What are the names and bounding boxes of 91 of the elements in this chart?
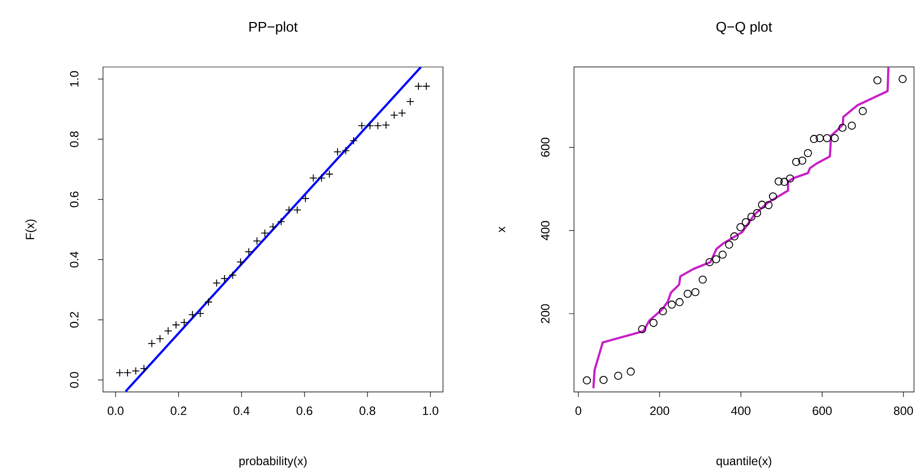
x-tick-label: 800 bbox=[894, 406, 913, 416]
point bbox=[614, 372, 622, 380]
point bbox=[626, 368, 635, 376]
y-tick-label: 200 bbox=[540, 304, 550, 324]
point bbox=[390, 111, 398, 120]
y-tick-label: 0.4 bbox=[70, 252, 78, 268]
x-tick-label: 400 bbox=[731, 406, 750, 416]
x-tick-label: 0.0 bbox=[108, 406, 124, 416]
point bbox=[898, 75, 907, 84]
point bbox=[156, 334, 164, 343]
point bbox=[148, 339, 156, 348]
point bbox=[301, 194, 310, 203]
x-tick-label: 0 bbox=[575, 406, 582, 416]
point bbox=[804, 149, 812, 158]
point bbox=[742, 218, 750, 226]
point bbox=[188, 310, 196, 319]
point bbox=[753, 209, 762, 218]
point bbox=[277, 218, 286, 226]
point bbox=[822, 134, 832, 142]
x-tick-label: 0.2 bbox=[170, 406, 186, 416]
point bbox=[268, 222, 278, 231]
point bbox=[325, 170, 334, 178]
x-tick-label: 0.6 bbox=[296, 406, 312, 416]
point bbox=[764, 201, 773, 210]
point bbox=[309, 174, 318, 182]
point bbox=[236, 258, 245, 266]
point bbox=[712, 255, 720, 264]
point bbox=[422, 82, 430, 90]
y-tick-label: 0.8 bbox=[70, 131, 78, 148]
point bbox=[228, 271, 237, 280]
y-tick-label: 1.0 bbox=[70, 71, 78, 86]
point bbox=[780, 178, 788, 186]
point bbox=[658, 307, 667, 316]
point bbox=[747, 212, 756, 221]
point bbox=[116, 368, 124, 377]
point bbox=[774, 177, 783, 186]
point bbox=[140, 364, 148, 373]
point bbox=[414, 82, 422, 90]
point bbox=[649, 318, 658, 327]
y-tick-label: 600 bbox=[540, 138, 550, 157]
point bbox=[768, 192, 778, 200]
point bbox=[638, 325, 646, 334]
point bbox=[798, 156, 806, 165]
y-tick-label: 400 bbox=[540, 220, 550, 240]
point bbox=[758, 200, 766, 209]
point bbox=[244, 248, 253, 256]
point bbox=[786, 174, 794, 183]
chart-title: PP−plot bbox=[249, 21, 298, 35]
y-tick-label: 0.0 bbox=[70, 372, 78, 388]
line-series bbox=[592, 66, 890, 390]
point bbox=[706, 258, 714, 266]
x-tick-label: 0.8 bbox=[360, 406, 376, 416]
y-tick-label: 0.6 bbox=[70, 192, 78, 208]
point bbox=[718, 250, 727, 259]
point bbox=[858, 107, 867, 116]
chart-title: Q−Q plot bbox=[716, 21, 772, 35]
point bbox=[792, 158, 800, 166]
point bbox=[675, 298, 684, 306]
point bbox=[816, 134, 824, 142]
point bbox=[398, 108, 406, 118]
x-tick-label: 600 bbox=[812, 406, 832, 416]
point bbox=[366, 122, 374, 130]
point bbox=[698, 276, 707, 284]
x-axis-title: probability(x) bbox=[239, 456, 307, 468]
point bbox=[691, 288, 700, 296]
y-axis-title: F(x) bbox=[25, 220, 37, 240]
x-axis-title: quantile(x) bbox=[716, 456, 772, 468]
point bbox=[848, 122, 856, 130]
x-tick-label: 1.0 bbox=[422, 406, 438, 416]
y-axis-title: x bbox=[498, 226, 506, 232]
y-tick-label: 0.2 bbox=[70, 312, 78, 328]
point bbox=[838, 124, 847, 132]
point bbox=[599, 376, 608, 384]
x-tick-label: 200 bbox=[650, 406, 670, 416]
point bbox=[333, 148, 342, 156]
point bbox=[684, 290, 692, 298]
point bbox=[730, 232, 738, 240]
point bbox=[342, 146, 350, 155]
point bbox=[810, 134, 818, 144]
point bbox=[830, 134, 839, 142]
point bbox=[725, 240, 734, 249]
point bbox=[172, 320, 180, 329]
point bbox=[358, 122, 366, 130]
point bbox=[350, 136, 358, 145]
point bbox=[736, 223, 745, 232]
point bbox=[873, 76, 882, 84]
point bbox=[180, 318, 188, 327]
point bbox=[374, 122, 382, 130]
point bbox=[668, 300, 676, 309]
x-tick-label: 0.4 bbox=[234, 406, 250, 416]
point bbox=[582, 376, 591, 384]
